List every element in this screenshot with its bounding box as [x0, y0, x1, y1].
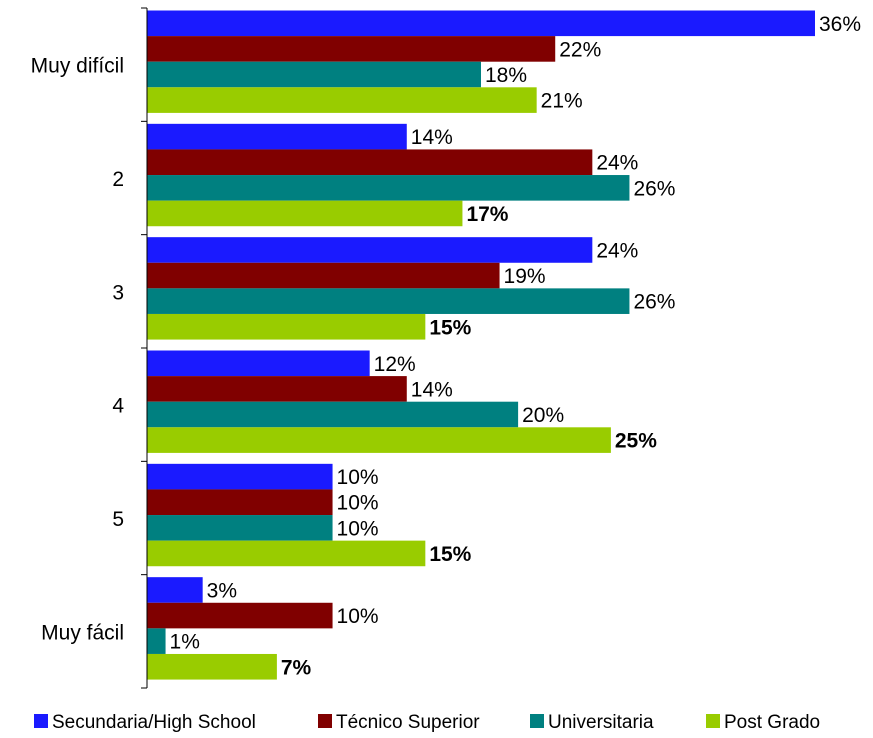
bar-4-6 [147, 653, 277, 680]
category-label-2: 2 [112, 168, 124, 191]
bar-4-5 [147, 540, 426, 567]
category-label-1: Muy difícil [31, 55, 124, 78]
value-label-2-1: 22% [559, 38, 601, 61]
category-label-6: Muy fácil [41, 621, 124, 644]
bar-2-3 [147, 262, 500, 289]
bar-1-2 [147, 123, 407, 150]
value-label-4-3: 15% [429, 316, 471, 339]
legend-label-1: Secundaria/High School [52, 712, 256, 733]
bar-3-2 [147, 175, 630, 201]
value-label-4-4: 25% [615, 430, 657, 453]
value-label-2-6: 10% [337, 605, 379, 628]
value-labels-group: 36%22%18%21%14%24%26%17%24%19%26%15%12%1… [170, 13, 861, 679]
bar-1-6 [147, 577, 203, 603]
value-label-2-2: 24% [596, 152, 638, 175]
bar-2-2 [147, 149, 593, 176]
legend-label-2: Técnico Superior [336, 712, 480, 733]
bar-2-5 [147, 489, 333, 516]
value-label-4-5: 15% [429, 543, 471, 566]
category-label-4: 4 [112, 395, 124, 418]
value-label-3-5: 10% [337, 517, 379, 540]
value-label-1-2: 14% [411, 126, 453, 149]
legend-swatch-4 [706, 714, 720, 728]
value-label-4-1: 21% [541, 90, 583, 113]
value-label-2-5: 10% [337, 492, 379, 515]
bar-3-6 [147, 628, 166, 654]
bar-1-1 [147, 10, 815, 37]
value-label-1-3: 24% [596, 239, 638, 262]
value-label-3-6: 1% [170, 631, 200, 654]
y-axis [141, 7, 148, 689]
bar-3-3 [147, 288, 630, 314]
value-label-1-4: 12% [374, 353, 416, 376]
category-label-3: 3 [112, 281, 124, 304]
bar-4-2 [147, 200, 463, 227]
bar-1-4 [147, 350, 370, 377]
bars-group [147, 10, 815, 680]
legend: Secundaria/High School Técnico Superior Un… [34, 712, 820, 733]
value-label-3-4: 20% [522, 404, 564, 427]
bar-2-1 [147, 36, 556, 62]
bar-2-6 [147, 602, 333, 629]
value-label-3-1: 18% [485, 64, 527, 87]
value-label-1-5: 10% [337, 466, 379, 489]
bar-4-3 [147, 313, 426, 340]
value-label-1-1: 36% [819, 13, 861, 36]
value-label-2-4: 14% [411, 378, 453, 401]
bar-4-1 [147, 87, 537, 113]
value-label-2-3: 19% [504, 265, 546, 288]
value-label-1-6: 3% [207, 579, 237, 602]
bar-3-1 [147, 61, 481, 88]
bar-3-5 [147, 515, 333, 541]
bar-4-4 [147, 427, 611, 453]
bar-1-3 [147, 237, 593, 263]
legend-swatch-2 [318, 714, 332, 728]
bar-1-5 [147, 463, 333, 490]
category-label-5: 5 [112, 508, 124, 531]
legend-swatch-3 [530, 714, 544, 728]
legend-swatch-1 [34, 714, 48, 728]
bar-2-4 [147, 376, 407, 402]
category-labels-group: Muy difícil 2 3 4 5 Muy fácil [31, 55, 125, 645]
legend-label-4: Post Grado [724, 712, 820, 733]
value-label-3-3: 26% [633, 291, 675, 314]
value-label-4-2: 17% [466, 203, 508, 226]
value-label-4-6: 7% [281, 656, 312, 679]
bar-3-4 [147, 401, 519, 428]
value-label-3-2: 26% [633, 177, 675, 200]
legend-label-3: Universitaria [548, 712, 654, 733]
